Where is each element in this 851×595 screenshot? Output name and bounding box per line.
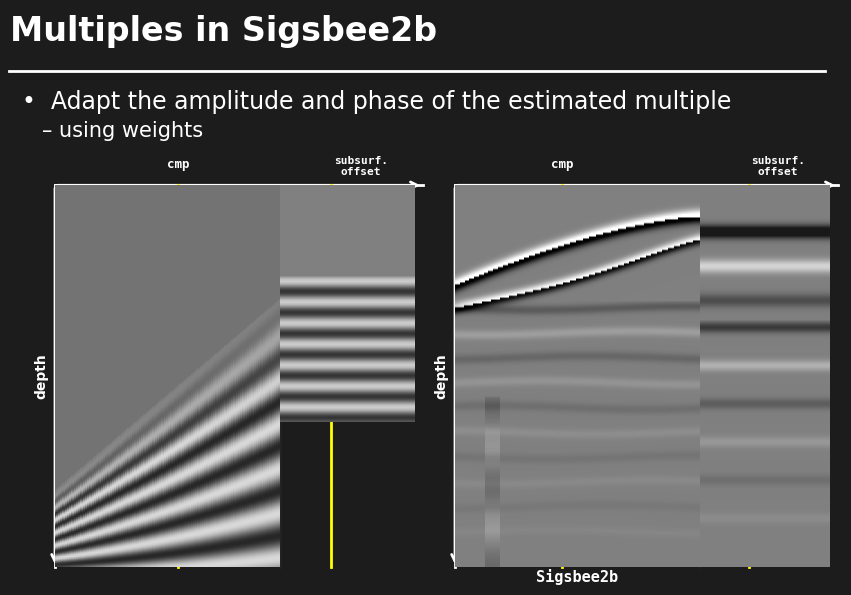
Text: subsurf.
offset: subsurf. offset [334,156,388,177]
Text: Sigsbee2b: Sigsbee2b [536,569,619,585]
Text: subsurf.
offset: subsurf. offset [751,156,805,177]
Text: – using weights: – using weights [42,121,203,142]
Text: cmp: cmp [167,158,189,171]
Text: Multiples in Sigsbee2b: Multiples in Sigsbee2b [10,15,437,48]
Text: •  Adapt the amplitude and phase of the estimated multiple: • Adapt the amplitude and phase of the e… [22,90,731,114]
Text: depth: depth [434,353,448,399]
Text: cmp: cmp [551,158,574,171]
Text: depth: depth [34,353,48,399]
